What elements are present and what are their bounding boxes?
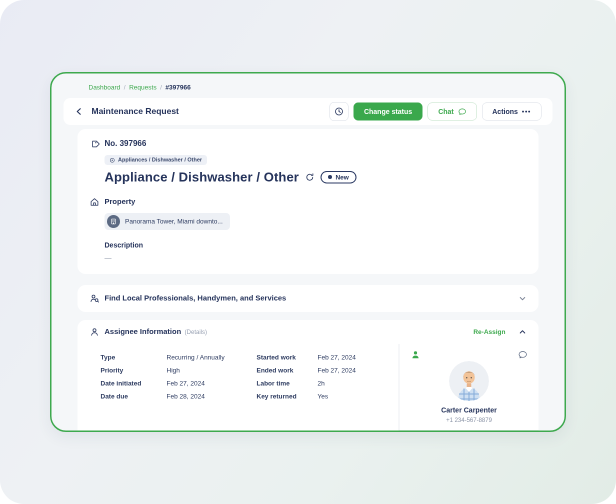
divider xyxy=(399,429,539,431)
assignee-details-hint: (Details) xyxy=(184,328,208,336)
detail-row: Date due Feb 28, 2024 xyxy=(101,390,257,403)
detail-row: Key returned Yes xyxy=(257,390,399,403)
tag-icon xyxy=(92,140,100,148)
detail-value: Feb 27, 2024 xyxy=(317,366,356,375)
request-title: Appliance / Dishwasher / Other xyxy=(104,169,299,185)
reassign-link[interactable]: Re-Assign xyxy=(473,328,506,336)
detail-row: Ended work Feb 27, 2024 xyxy=(257,364,399,377)
property-chip-label: Panorama Tower, Miami downto... xyxy=(125,217,223,226)
ellipsis-icon: ••• xyxy=(521,107,531,115)
change-status-button[interactable]: Change status xyxy=(353,102,423,121)
detail-value: Feb 28, 2024 xyxy=(166,392,205,401)
detail-value: 2h xyxy=(317,379,325,388)
detail-label: Key returned xyxy=(256,392,297,401)
detail-value: Recurring / Annually xyxy=(166,353,225,362)
breadcrumb-separator: / xyxy=(160,83,162,92)
collapse-toggle[interactable] xyxy=(519,328,527,336)
assigned-person-icon xyxy=(412,351,419,359)
assignee-person-panel: Carter Carpenter +1 234-567-8879 General… xyxy=(398,343,539,431)
maintenance-request-window: Dashboard / Requests / #397966 Maintenan… xyxy=(50,72,566,432)
detail-row: Type Recurring / Annually xyxy=(101,351,257,364)
actions-button[interactable]: Actions ••• xyxy=(481,102,542,121)
chat-bubble-icon xyxy=(458,108,466,115)
assignee-title: Assignee Information xyxy=(104,327,182,337)
detail-label: Labor time xyxy=(256,379,290,388)
breadcrumb: Dashboard / Requests / #397966 xyxy=(89,84,553,92)
building-icon xyxy=(111,218,116,224)
detail-value: Feb 27, 2024 xyxy=(166,379,205,388)
request-summary-card: No. 397966 Appliances / Dishwasher / Oth… xyxy=(77,129,539,274)
detail-row: Priority High xyxy=(101,364,257,377)
breadcrumb-requests[interactable]: Requests xyxy=(129,83,157,92)
category-tag: Appliances / Dishwasher / Other xyxy=(104,155,208,165)
assignee-avatar xyxy=(449,360,489,401)
history-clock-button[interactable] xyxy=(329,102,349,121)
request-number: No. 397966 xyxy=(104,139,147,149)
property-chip[interactable]: Panorama Tower, Miami downto... xyxy=(104,212,230,230)
find-local-label: Find Local Professionals, Handymen, and … xyxy=(104,294,287,303)
property-section-label: Property xyxy=(104,197,136,207)
status-dot-icon xyxy=(327,175,332,179)
detail-label: Started work xyxy=(256,353,296,362)
chevron-up-icon xyxy=(519,330,526,334)
detail-label: Date initiated xyxy=(100,379,142,388)
detail-label: Ended work xyxy=(256,366,294,375)
chat-label: Chat xyxy=(438,107,454,116)
description-label: Description xyxy=(104,240,144,249)
detail-label: Date due xyxy=(100,392,128,401)
detail-row: Labor time 2h xyxy=(257,377,399,390)
breadcrumb-current: #397966 xyxy=(165,83,191,92)
category-icon xyxy=(109,157,115,163)
find-local-row[interactable]: Find Local Professionals, Handymen, and … xyxy=(77,284,539,312)
breadcrumb-dashboard[interactable]: Dashboard xyxy=(88,83,121,92)
recurring-icon xyxy=(306,173,314,181)
change-status-label: Change status xyxy=(363,107,413,116)
message-icon[interactable] xyxy=(518,350,528,360)
assignee-card-header: Assignee Information (Details) Re-Assign xyxy=(78,320,539,344)
page-title: Maintenance Request xyxy=(91,106,179,117)
detail-value: High xyxy=(166,366,180,375)
detail-row: Date initiated Feb 27, 2024 xyxy=(101,377,257,390)
assignee-name: Carter Carpenter xyxy=(441,405,497,414)
assignee-phone: +1 234-567-8879 xyxy=(446,416,492,424)
clock-icon xyxy=(335,107,343,116)
chevron-down-icon[interactable] xyxy=(519,294,527,302)
category-tag-label: Appliances / Dishwasher / Other xyxy=(118,157,203,163)
person-icon xyxy=(91,328,98,336)
status-badge: New xyxy=(320,170,357,184)
back-chevron-icon[interactable] xyxy=(75,107,84,116)
detail-label: Type xyxy=(100,353,116,362)
building-avatar xyxy=(107,214,120,228)
person-search-icon xyxy=(90,294,99,303)
detail-label: Priority xyxy=(100,366,124,375)
detail-row: Started work Feb 27, 2024 xyxy=(257,351,399,364)
detail-value: Yes xyxy=(317,392,329,401)
detail-value: Feb 27, 2024 xyxy=(317,353,356,362)
assignee-details-grid: Type Recurring / Annually Priority High Da… xyxy=(78,344,399,431)
status-badge-label: New xyxy=(335,173,349,181)
chat-button[interactable]: Chat xyxy=(427,102,477,121)
breadcrumb-separator: / xyxy=(123,83,126,92)
page-header: Maintenance Request Change status Chat A… xyxy=(63,98,553,125)
home-icon xyxy=(90,198,99,206)
description-value: — xyxy=(104,253,112,262)
assignee-card: Assignee Information (Details) Re-Assign… xyxy=(77,319,539,431)
actions-label: Actions xyxy=(492,107,518,116)
